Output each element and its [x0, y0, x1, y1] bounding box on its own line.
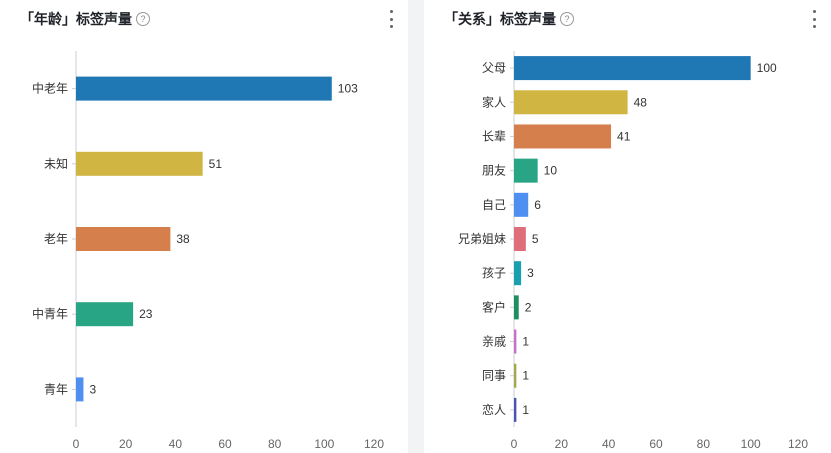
bar[interactable] [514, 397, 517, 422]
bar[interactable] [76, 151, 203, 176]
question-circle-icon[interactable]: ? [560, 12, 574, 26]
bar[interactable] [76, 227, 171, 251]
data-label: 41 [617, 129, 631, 143]
more-vertical-icon[interactable] [811, 10, 817, 28]
y-tick-label: 未知 [44, 157, 68, 171]
y-tick-label: 中老年 [32, 81, 68, 96]
bar[interactable] [76, 377, 84, 402]
data-label: 38 [176, 232, 190, 246]
y-tick-label: 长辈 [482, 129, 506, 143]
x-tick-label: 60 [649, 437, 663, 451]
bar[interactable] [514, 363, 517, 388]
bar[interactable] [514, 227, 526, 251]
x-tick-label: 100 [741, 437, 761, 451]
bar[interactable] [514, 56, 751, 81]
y-tick-label: 孩子 [482, 266, 506, 280]
data-label: 1 [522, 403, 529, 417]
bar[interactable] [76, 76, 332, 101]
panel-header: 「年龄」标签声量 ? [20, 8, 394, 30]
y-tick-label: 朋友 [482, 164, 506, 178]
data-label: 100 [757, 61, 777, 75]
relation-tag-bar-chart: 0 20 40 60 80 100 120 父母 100 家人 48 长辈 41 朋友 10 自己 6 兄弟姐妹 5… [458, 51, 808, 451]
x-tick-label: 20 [119, 437, 133, 451]
y-tick-label: 同事 [482, 369, 506, 383]
panel-header: 「关系」标签声量 ? [444, 8, 817, 30]
age-tag-panel: 「年龄」标签声量 ? 0 20 40 60 80 100 120 中老年 103 未知 51 老年 38… [0, 0, 408, 453]
x-tick-label: 80 [697, 437, 711, 451]
relation-tag-panel: 「关系」标签声量 ? 0 20 40 60 80 100 120 父母 100 家人 48 长辈 41 朋… [424, 0, 831, 453]
panel-title: 「年龄」标签声量 [20, 11, 132, 27]
data-label: 103 [338, 82, 358, 96]
bar[interactable] [514, 192, 529, 217]
bar[interactable] [76, 302, 134, 327]
data-label: 3 [527, 266, 534, 280]
y-tick-label: 青年 [44, 382, 68, 396]
data-label: 48 [634, 95, 648, 109]
y-tick-label: 兄弟姐妹 [458, 232, 506, 246]
data-label: 3 [89, 382, 96, 396]
y-tick-label: 恋人 [482, 402, 506, 417]
more-vertical-icon[interactable] [388, 10, 394, 28]
data-label: 23 [139, 307, 153, 321]
y-tick-label: 客户 [482, 299, 506, 314]
y-tick-label: 父母 [482, 61, 506, 75]
x-tick-label: 0 [73, 437, 80, 451]
x-tick-label: 20 [555, 437, 569, 451]
y-tick-label: 中青年 [32, 306, 68, 321]
age-tag-bar-chart: 0 20 40 60 80 100 120 中老年 103 未知 51 老年 38 中青年 23 青年 3 [32, 51, 384, 451]
x-tick-label: 0 [511, 437, 518, 451]
y-tick-label: 老年 [44, 232, 68, 246]
data-label: 2 [525, 300, 532, 314]
data-label: 1 [522, 369, 529, 383]
x-tick-label: 120 [788, 437, 808, 451]
bar[interactable] [514, 124, 612, 149]
x-tick-label: 40 [602, 437, 616, 451]
bar[interactable] [514, 295, 519, 320]
x-tick-label: 80 [268, 437, 282, 451]
data-label: 10 [544, 164, 558, 178]
y-tick-label: 亲戚 [482, 335, 506, 349]
data-label: 51 [209, 157, 223, 171]
data-label: 1 [522, 335, 529, 349]
data-label: 5 [532, 232, 539, 246]
bar[interactable] [514, 261, 522, 286]
x-tick-label: 40 [169, 437, 183, 451]
panel-title: 「关系」标签声量 [444, 11, 556, 27]
bar[interactable] [514, 158, 538, 183]
bar[interactable] [514, 90, 628, 115]
data-label: 6 [534, 198, 541, 212]
x-tick-label: 120 [364, 437, 384, 451]
question-circle-icon[interactable]: ? [136, 12, 150, 26]
x-tick-label: 60 [218, 437, 232, 451]
y-tick-label: 家人 [482, 94, 506, 109]
bar[interactable] [514, 329, 517, 354]
y-tick-label: 自己 [482, 198, 506, 212]
x-tick-label: 100 [314, 437, 334, 451]
